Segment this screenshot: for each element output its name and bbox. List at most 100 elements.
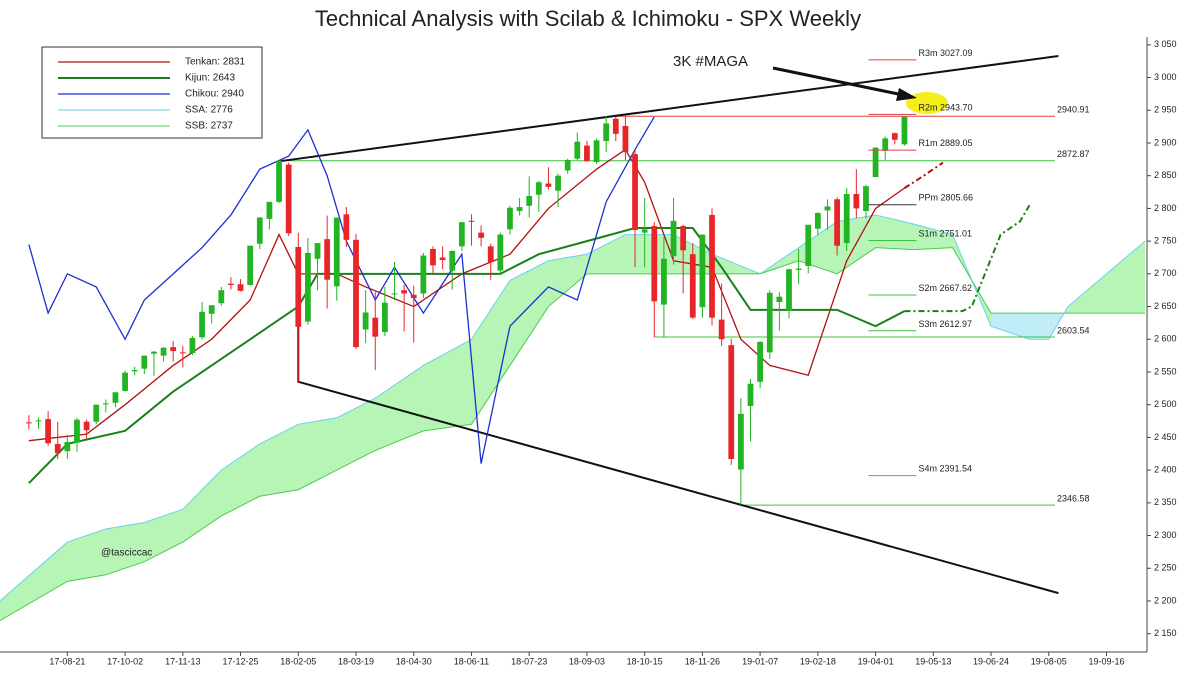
x-tick-label: 19-02-18: [800, 656, 836, 666]
candle-body: [718, 319, 725, 340]
y-tick-label: 2 800: [1154, 203, 1177, 213]
cloud-segment: [548, 254, 587, 307]
candle-body: [737, 413, 744, 470]
candle-body: [362, 312, 369, 330]
candle-body: [102, 403, 109, 405]
level-label: 2603.54: [1057, 325, 1090, 335]
pivot-label: R3m 3027.09: [918, 48, 972, 58]
pivot-label: PPm 2805.66: [918, 193, 973, 203]
candle-body: [381, 302, 388, 333]
pivot-name: R3m: [918, 48, 937, 58]
pivot-name: S3m: [918, 319, 937, 329]
candle-body: [228, 283, 234, 285]
candle-body: [699, 234, 706, 308]
legend-label: Chikou: 2940: [185, 89, 244, 100]
cloud-segment: [375, 365, 424, 451]
pivot-name: S4m: [918, 464, 937, 474]
cloud-segment: [471, 280, 510, 425]
pivot-name: S2m: [918, 283, 937, 293]
cloud-segment: [221, 443, 260, 516]
candle-body: [901, 116, 908, 145]
pivot-label: S2m 2667.62: [918, 283, 972, 293]
candle-body: [54, 443, 61, 454]
candle-body: [83, 421, 90, 431]
candle-body: [545, 183, 552, 187]
level-label: 2346.58: [1057, 493, 1090, 503]
cloud-segment: [298, 417, 337, 490]
candle-body: [266, 201, 273, 219]
x-tick-label: 18-09-03: [569, 656, 605, 666]
cloud-segment: [0, 542, 68, 621]
indicator-line: [28, 148, 905, 442]
pivot-value: 2751.01: [939, 229, 972, 239]
candle-body: [247, 245, 254, 285]
candle-body: [882, 138, 889, 151]
candle-body: [391, 293, 398, 295]
legend-label: Tenkan: 2831: [185, 57, 245, 68]
candle-body: [295, 247, 302, 327]
cloud-segment: [1029, 313, 1049, 340]
candle-body: [661, 258, 667, 305]
candle-body: [564, 160, 571, 171]
x-tick-label: 18-06-11: [454, 656, 489, 666]
indicator-line: [28, 227, 905, 484]
candle-body: [843, 194, 850, 244]
candle-body: [555, 175, 561, 191]
y-tick-label: 2 250: [1154, 563, 1177, 573]
x-tick-label: 18-04-30: [396, 656, 432, 666]
legend-label: SSB: 2737: [185, 121, 233, 132]
x-tick-label: 17-08-21: [49, 656, 85, 666]
candle-body: [757, 341, 764, 382]
x-tick-label: 19-09-16: [1088, 656, 1124, 666]
candle-body: [814, 212, 821, 229]
candle-body: [131, 370, 138, 372]
pivot-name: R1m: [918, 139, 937, 149]
legend: Tenkan: 2831 Kijun: 2643 Chikou: 2940 SSA: …: [58, 57, 245, 132]
x-tick-label: 18-02-05: [280, 656, 316, 666]
level-label: 2940.91: [1057, 105, 1090, 115]
x-tick-label: 17-11-13: [165, 656, 200, 666]
y-tick-label: 2 750: [1154, 236, 1177, 246]
candle-body: [805, 224, 812, 266]
candle-body: [632, 154, 638, 231]
candle-body: [141, 355, 148, 369]
candle-body: [526, 195, 533, 206]
candle-body: [458, 222, 465, 247]
ssb-line: [0, 247, 1145, 622]
candle-body: [430, 248, 436, 266]
cloud-segment: [991, 313, 1030, 340]
chart-title: Technical Analysis with Scilab & Ichimok…: [315, 6, 861, 31]
x-tick-label: 18-07-23: [511, 656, 547, 666]
x-tick-label: 18-03-19: [338, 656, 374, 666]
cloud-segment: [586, 234, 626, 274]
candle-body: [74, 419, 80, 443]
y-tick-label: 2 500: [1154, 399, 1177, 409]
candle-body: [93, 404, 100, 422]
candle-body: [449, 250, 456, 271]
candle-body: [776, 296, 783, 302]
y-tick-label: 2 400: [1154, 464, 1177, 474]
cloud-segment: [105, 522, 145, 575]
candle-body: [747, 383, 754, 406]
candle-body: [420, 255, 427, 294]
y-tick-label: 2 300: [1154, 530, 1177, 540]
trendline: [278, 54, 1059, 163]
pivot-value: 2612.97: [939, 319, 972, 329]
pivot-label: S1m 2751.01: [918, 229, 972, 239]
candle-body: [468, 220, 475, 222]
candle-body: [651, 226, 658, 302]
cloud-segment: [914, 224, 953, 250]
pivot-value: 2667.62: [939, 283, 972, 293]
candle-body: [574, 141, 581, 159]
candle-body: [208, 305, 215, 314]
candle-body: [372, 317, 379, 337]
y-tick-label: 2 150: [1154, 628, 1177, 638]
pivot-value: 3027.09: [940, 48, 973, 58]
y-tick-label: 2 900: [1154, 137, 1177, 147]
candle-body: [343, 214, 350, 240]
cloud-segment: [336, 398, 376, 471]
y-tick-label: 2 850: [1154, 170, 1177, 180]
candle-body: [324, 239, 331, 280]
candle-body: [410, 294, 417, 299]
candle-body: [593, 140, 600, 162]
